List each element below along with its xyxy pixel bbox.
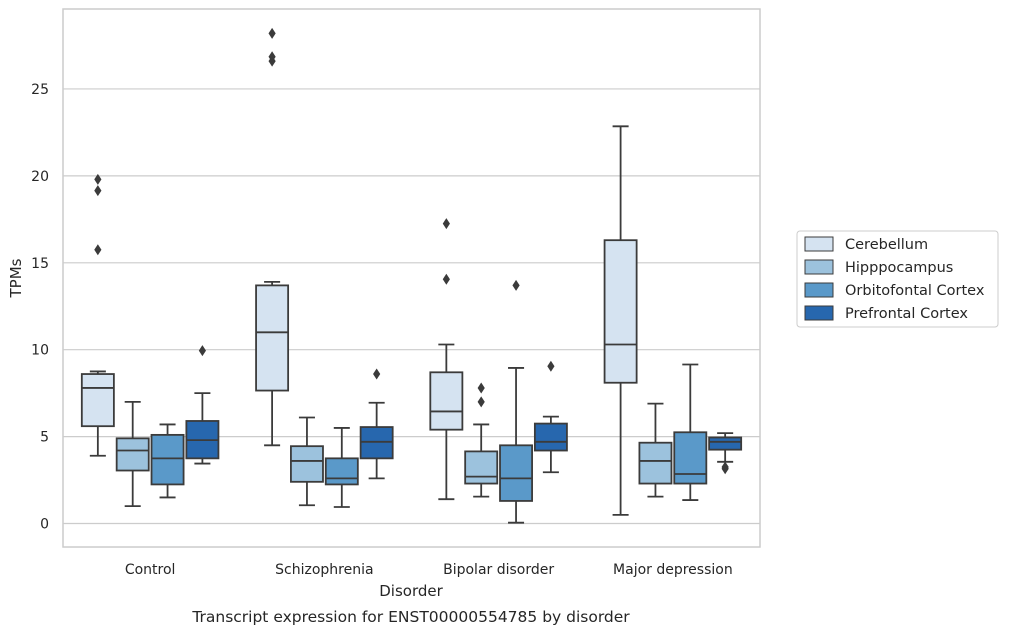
legend-label: Hipppocampus [845, 260, 953, 276]
box-3-3 [708, 432, 743, 475]
box-iqr [290, 445, 324, 483]
legend-item: Orbitofontal Cortex [804, 282, 985, 299]
outlier-point [721, 461, 729, 473]
legend-frame [796, 230, 999, 328]
box-iqr [464, 450, 499, 485]
outlier-point [547, 360, 555, 372]
box-iqr [708, 436, 743, 451]
box-iqr [80, 373, 115, 428]
box-1-0 [255, 27, 290, 447]
y-tick-label: 5 [40, 430, 49, 446]
box-iqr [499, 444, 533, 502]
x-axis-label: Disorder [379, 582, 443, 600]
outlier-point [373, 368, 381, 380]
legend-item: Cerebellum [804, 236, 928, 253]
box-1-1 [290, 416, 324, 507]
outlier-point [198, 345, 206, 357]
x-tick-label: Major depression [613, 562, 733, 578]
box-plot-marks [80, 27, 743, 524]
outlier-point [477, 382, 485, 394]
legend-item: Prefrontal Cortex [804, 305, 968, 322]
box-iqr [150, 433, 185, 486]
box-3-2 [673, 363, 708, 501]
outlier-point [477, 396, 485, 408]
box-iqr [324, 457, 359, 486]
y-axis-label: TPMs [7, 258, 25, 298]
legend: Cerebellum Hipppocampus Orbitofontal Corte… [796, 230, 999, 328]
outlier-point [94, 185, 102, 197]
box-2-3 [533, 360, 568, 474]
legend-item: Hipppocampus [804, 259, 953, 276]
box-2-1 [464, 382, 499, 498]
chart-caption: Transcript expression for ENST0000055478… [191, 608, 630, 626]
box-iqr [533, 422, 568, 452]
legend-swatch [804, 236, 834, 252]
box-0-2 [150, 423, 185, 499]
box-iqr [673, 431, 708, 485]
y-tick-label: 25 [31, 82, 49, 98]
outlier-point [268, 27, 276, 39]
box-2-2 [499, 279, 533, 524]
outlier-point [442, 273, 450, 285]
box-3-1 [638, 402, 673, 498]
box-0-1 [115, 400, 150, 508]
legend-label: Orbitofontal Cortex [845, 283, 985, 299]
y-tick-label: 0 [40, 517, 49, 533]
legend-swatch [804, 282, 834, 298]
y-tick-label: 20 [31, 169, 49, 185]
plot-frame [62, 8, 761, 548]
x-tick-label: Control [125, 562, 176, 578]
box-3-0 [603, 125, 638, 516]
legend-label: Prefrontal Cortex [845, 306, 968, 322]
box-0-3 [185, 345, 220, 465]
legend-swatch [804, 305, 834, 321]
outlier-point [512, 279, 520, 291]
box-1-3 [359, 368, 394, 480]
x-axis-ticks: Control Schizophrenia Bipolar disorder Majo… [125, 562, 733, 578]
outlier-point [94, 173, 102, 185]
box-iqr [638, 441, 673, 485]
box-iqr [429, 371, 464, 431]
y-axis-ticks: 0 5 10 15 20 25 [31, 82, 49, 533]
outlier-point [94, 244, 102, 256]
box-1-2 [324, 427, 359, 508]
box-iqr [115, 437, 150, 472]
box-iqr [255, 284, 290, 392]
y-tick-label: 10 [31, 343, 49, 359]
legend-label: Cerebellum [845, 237, 928, 253]
legend-swatch [804, 259, 834, 275]
box-0-0 [80, 173, 115, 457]
x-tick-label: Bipolar disorder [443, 562, 554, 578]
x-tick-label: Schizophrenia [275, 562, 373, 578]
box-iqr [603, 239, 638, 384]
box-2-0 [429, 218, 464, 501]
outlier-point [442, 218, 450, 230]
outlier-point [268, 51, 276, 63]
y-tick-label: 15 [31, 256, 49, 272]
